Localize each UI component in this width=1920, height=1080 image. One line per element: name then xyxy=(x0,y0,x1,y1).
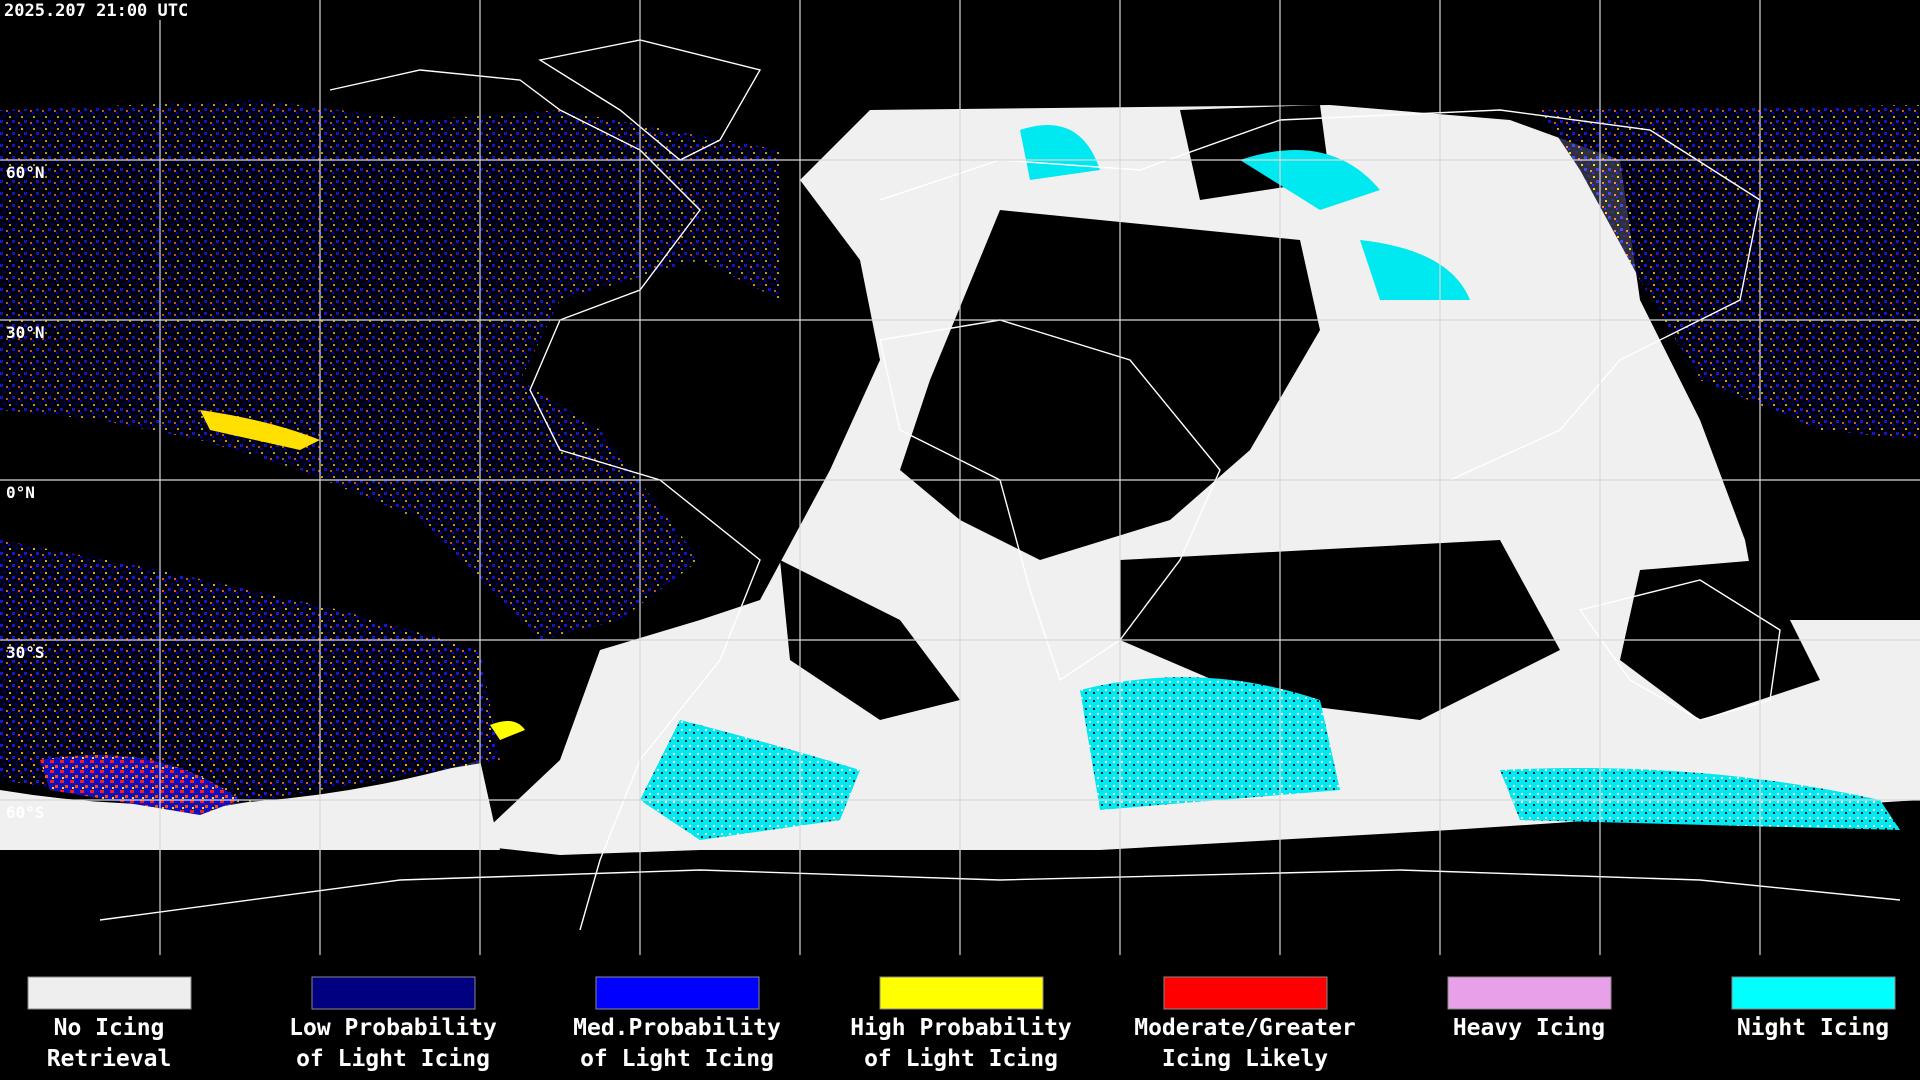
legend-label: Heavy Icing xyxy=(1453,1015,1605,1041)
icing-probability-area xyxy=(0,540,500,810)
legend-label: Icing Likely xyxy=(1162,1046,1328,1072)
latitude-label: 0°N xyxy=(6,483,35,502)
legend-label: of Light Icing xyxy=(580,1046,774,1072)
legend-swatch xyxy=(1163,976,1328,1010)
legend: No Icing Retrieval Low Probability of Light… xyxy=(27,976,1896,1072)
coastline xyxy=(329,69,761,931)
map: 60°N 30°N 0°N 30°S 60°S 2025.207 21:00 UTC xyxy=(0,0,1920,955)
high-icing-area xyxy=(490,721,525,740)
no-icing-region xyxy=(0,760,500,850)
legend-label: of Light Icing xyxy=(864,1046,1058,1072)
night-icing-area xyxy=(1240,150,1380,210)
legend-label: Moderate/Greater xyxy=(1134,1015,1356,1041)
coastline xyxy=(99,869,1901,921)
high-icing-area xyxy=(200,410,320,450)
graticule xyxy=(0,0,1920,955)
latitude-label: 30°N xyxy=(6,323,45,342)
legend-label: High Probability xyxy=(850,1015,1072,1041)
timestamp-background xyxy=(0,0,222,20)
latitude-label: 60°S xyxy=(6,803,45,822)
clear-area xyxy=(900,210,1320,560)
legend-label: Retrieval xyxy=(47,1046,172,1072)
legend-swatch xyxy=(27,976,192,1010)
latitude-label: 30°S xyxy=(6,643,45,662)
legend-swatch xyxy=(879,976,1044,1010)
clear-area xyxy=(1120,540,1560,720)
legend-swatch xyxy=(1731,976,1896,1010)
legend-label: of Light Icing xyxy=(296,1046,490,1072)
legend-swatch xyxy=(311,976,476,1010)
legend-label: Night Icing xyxy=(1737,1015,1889,1041)
latitude-labels: 60°N 30°N 0°N 30°S 60°S xyxy=(6,163,45,822)
legend-swatch xyxy=(595,976,760,1010)
legend-swatch xyxy=(1447,976,1612,1010)
night-icing-area xyxy=(1360,240,1470,300)
timestamp: 2025.207 21:00 UTC xyxy=(4,1,188,21)
legend-label: No Icing xyxy=(54,1015,165,1041)
icing-probability-area xyxy=(1540,105,1920,440)
icing-probability-area xyxy=(0,100,780,640)
night-icing-area xyxy=(640,720,860,840)
night-icing-area xyxy=(1080,677,1340,810)
legend-label: Med.Probability xyxy=(573,1015,781,1041)
coastline xyxy=(1578,579,1781,721)
legend-label: Low Probability xyxy=(289,1015,497,1041)
latitude-label: 60°N xyxy=(6,163,45,182)
